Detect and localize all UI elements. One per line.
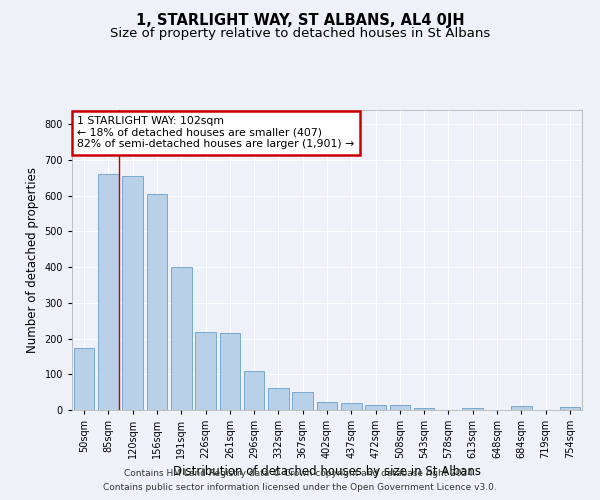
Bar	[268, 388, 289, 410]
Text: Size of property relative to detached houses in St Albans: Size of property relative to detached ho…	[110, 28, 490, 40]
Text: Contains public sector information licensed under the Open Government Licence v3: Contains public sector information licen…	[103, 484, 497, 492]
Bar	[414, 408, 434, 410]
Bar	[74, 348, 94, 410]
Bar	[146, 194, 167, 410]
Bar	[560, 407, 580, 410]
Bar	[292, 392, 313, 410]
Bar	[244, 372, 265, 410]
Bar	[389, 404, 410, 410]
Text: Contains HM Land Registry data © Crown copyright and database right 2024.: Contains HM Land Registry data © Crown c…	[124, 468, 476, 477]
Bar	[365, 404, 386, 410]
Bar	[195, 332, 216, 410]
Bar	[341, 403, 362, 410]
Bar	[511, 406, 532, 410]
Bar	[98, 174, 119, 410]
Text: 1, STARLIGHT WAY, ST ALBANS, AL4 0JH: 1, STARLIGHT WAY, ST ALBANS, AL4 0JH	[136, 12, 464, 28]
Bar	[317, 402, 337, 410]
Y-axis label: Number of detached properties: Number of detached properties	[26, 167, 39, 353]
Bar	[122, 176, 143, 410]
Bar	[220, 333, 240, 410]
Bar	[171, 267, 191, 410]
X-axis label: Distribution of detached houses by size in St Albans: Distribution of detached houses by size …	[173, 466, 481, 478]
Text: 1 STARLIGHT WAY: 102sqm
← 18% of detached houses are smaller (407)
82% of semi-d: 1 STARLIGHT WAY: 102sqm ← 18% of detache…	[77, 116, 355, 149]
Bar	[463, 408, 483, 410]
